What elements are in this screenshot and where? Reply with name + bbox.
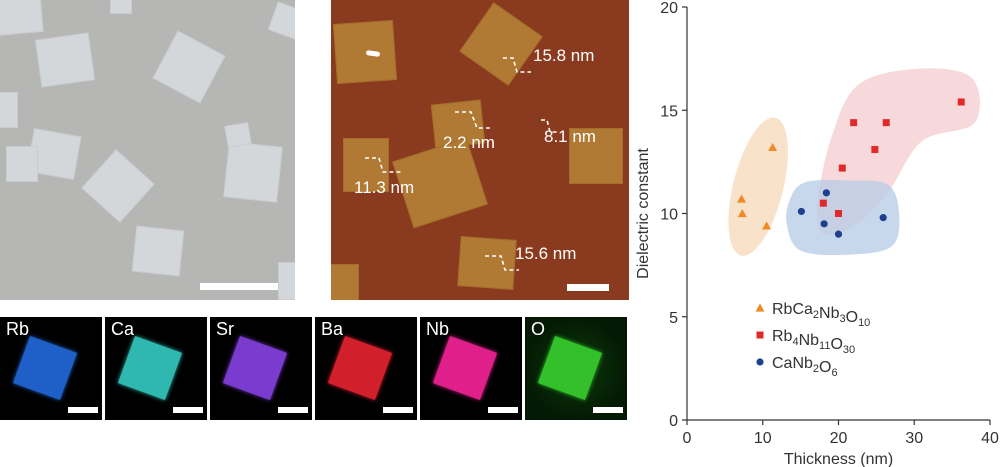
x-tick-label: 20 [830, 430, 848, 447]
nanosheet [224, 122, 252, 148]
y-axis-label: Dielectric constant [635, 148, 652, 279]
data-point-series-1 [819, 199, 827, 207]
nanosheet [152, 30, 226, 104]
eds-map-rb: Rb [0, 317, 102, 420]
region-2 [786, 180, 900, 256]
eds-nanosheet [117, 335, 183, 401]
nanosheet [0, 0, 44, 37]
afm-height-label: 15.6 nm [515, 244, 577, 263]
legend-marker-0 [755, 303, 765, 312]
eds-nanosheet [222, 335, 288, 401]
data-point-series-0 [762, 221, 772, 230]
eds-element-label: Ba [321, 319, 344, 339]
eds-nanosheet [432, 335, 498, 401]
x-tick-label: 40 [981, 430, 999, 447]
scale-bar [383, 407, 413, 413]
scale-bar [68, 407, 98, 413]
nanosheet [81, 149, 155, 223]
region-0 [728, 117, 788, 256]
nanosheet [278, 262, 295, 300]
x-tick-label: 10 [754, 430, 772, 447]
nanosheet [223, 141, 283, 203]
y-tick-label: 5 [669, 310, 678, 327]
eds-map-sr: Sr [210, 317, 312, 420]
data-point-series-0 [768, 142, 778, 152]
x-axis-label: Thickness (nm) [784, 451, 893, 467]
scale-bar [593, 407, 623, 413]
nanosheet [0, 92, 18, 128]
x-tick-label: 0 [683, 430, 692, 447]
data-point-series-2 [834, 230, 843, 238]
nanosheet [569, 128, 623, 184]
y-tick-label: 15 [660, 103, 678, 120]
eds-nanosheet [12, 335, 78, 401]
data-point-series-0 [737, 194, 747, 203]
legend-label-1: Rb4Nb11O30 [772, 328, 855, 356]
afm-height-label: 11.3 nm [354, 178, 415, 197]
height-profile-marker [365, 57, 557, 271]
nanosheet [110, 0, 132, 14]
y-tick-label: 10 [660, 207, 678, 224]
eds-element-label: O [531, 319, 546, 339]
data-point-series-1 [838, 164, 846, 172]
afm-height-label: 2.2 nm [443, 133, 495, 152]
eds-element-label: Rb [6, 319, 30, 339]
eds-maps: Rb Ca Sr Ba Nb O [0, 317, 629, 420]
optical-micrograph [0, 0, 295, 300]
data-point-series-0 [737, 209, 747, 218]
data-point-series-1 [850, 119, 858, 127]
scale-bar [567, 284, 609, 291]
legend-marker-1 [756, 331, 764, 339]
data-point-series-1 [957, 98, 965, 106]
y-tick-label: 20 [660, 0, 678, 17]
data-point-series-2 [879, 214, 887, 222]
eds-map-nb: Nb [420, 317, 522, 420]
afm-topography: 15.8 nm 2.2 nm 8.1 nm 11.3 nm 15.6 nm [331, 0, 629, 300]
eds-map-ca: Ca [105, 317, 207, 420]
eds-element-label: Sr [216, 319, 234, 339]
legend-marker-2 [756, 358, 764, 366]
nanosheet [331, 264, 359, 300]
eds-map-ba: Ba [315, 317, 417, 420]
data-point-series-2 [797, 207, 805, 216]
nanosheet [267, 1, 295, 41]
x-tick-label: 30 [905, 430, 923, 447]
nanosheet [131, 225, 185, 277]
data-point-series-1 [835, 210, 842, 217]
nanosheet [34, 32, 96, 88]
legend-label-2: CaNb2O6 [772, 355, 838, 379]
dielectric-chart: 0 10 20 30 40 0 5 10 15 20 Thickness (nm) Dielectri… [635, 0, 999, 467]
scale-bar [488, 407, 518, 413]
data-point-series-2 [820, 220, 828, 228]
eds-nanosheet [537, 335, 603, 401]
eds-map-o: O [525, 317, 627, 420]
data-point-series-1 [882, 119, 890, 127]
data-point-series-2 [822, 189, 830, 197]
scale-bar [173, 407, 203, 413]
scale-bar [278, 407, 308, 413]
eds-element-label: Nb [426, 319, 450, 339]
legend-label-0: RbCa2Nb3O10 [772, 301, 870, 329]
scale-bar [200, 283, 278, 290]
eds-element-label: Ca [111, 319, 135, 339]
eds-nanosheet [327, 335, 393, 401]
y-tick-label: 0 [669, 413, 678, 430]
afm-height-label: 8.1 nm [544, 127, 596, 146]
nanosheet [6, 146, 38, 182]
afm-height-label: 15.8 nm [533, 46, 595, 65]
data-point-series-1 [871, 145, 879, 153]
